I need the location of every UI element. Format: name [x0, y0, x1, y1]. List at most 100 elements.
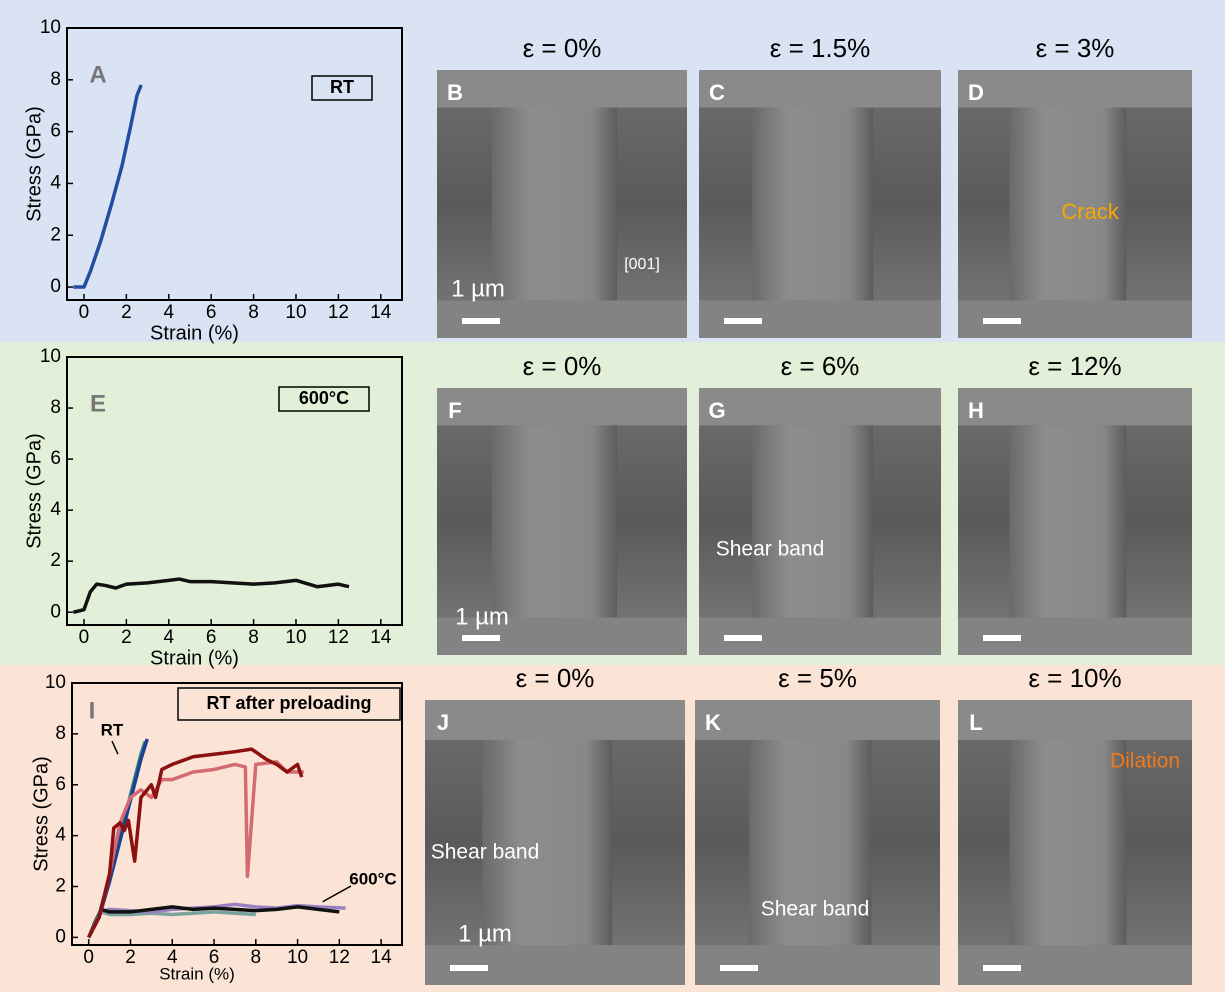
image-letter: K — [705, 710, 721, 735]
image-title: ε = 1.5% — [770, 33, 870, 63]
x-tick-label: 10 — [287, 947, 308, 968]
scale-bar — [983, 318, 1021, 324]
scale-bar — [983, 635, 1021, 641]
x-axis-label: Strain (%) — [150, 647, 239, 669]
x-tick-label: 14 — [371, 947, 393, 968]
x-tick-label: 14 — [370, 302, 392, 323]
y-tick-label: 0 — [55, 926, 66, 947]
annotation: 600°C — [349, 869, 396, 888]
panel-label: E — [90, 390, 106, 417]
image-title: ε = 0% — [523, 351, 602, 381]
image-note: 1 µm — [451, 275, 505, 302]
cap — [695, 700, 940, 740]
cap — [958, 700, 1192, 740]
y-tick-label: 0 — [50, 601, 61, 622]
y-tick-label: 4 — [50, 499, 61, 520]
x-tick-label: 4 — [163, 627, 174, 648]
figure: 0 2 4 6 8 10 12 14 0 2 4 6 8 10 Strain (%) Stress (GPa)… — [0, 0, 1225, 992]
image-note: Dilation — [1110, 750, 1180, 773]
image-letter: C — [709, 80, 725, 105]
cap — [699, 388, 941, 425]
x-tick-label: 6 — [206, 302, 217, 323]
scale-bar — [983, 965, 1021, 971]
cap — [437, 70, 687, 108]
image-title: ε = 10% — [1028, 663, 1121, 693]
image-note: Shear band — [431, 841, 540, 864]
x-tick-label: 0 — [79, 302, 90, 323]
image-title: ε = 0% — [516, 663, 595, 693]
y-axis-label: Stress (GPa) — [23, 106, 45, 222]
y-tick-label: 6 — [50, 448, 61, 469]
image-letter: J — [437, 710, 449, 735]
pillar — [1009, 425, 1126, 617]
y-tick-label: 0 — [50, 276, 61, 297]
y-axis-label: Stress (GPa) — [23, 433, 45, 549]
pillar — [492, 425, 617, 617]
y-tick-label: 8 — [55, 723, 66, 744]
scale-bar — [462, 318, 500, 324]
y-tick-label: 6 — [50, 121, 61, 142]
image-letter: F — [448, 398, 461, 423]
cap — [958, 70, 1192, 108]
pillar — [752, 108, 873, 301]
x-tick-label: 2 — [121, 302, 132, 323]
x-tick-label: 12 — [329, 947, 350, 968]
x-tick-label: 12 — [328, 302, 349, 323]
image-note: Crack — [1061, 199, 1119, 224]
x-tick-label: 8 — [248, 627, 259, 648]
box-label: RT — [330, 77, 354, 97]
x-tick-label: 10 — [285, 627, 306, 648]
y-tick-label: 2 — [50, 224, 61, 245]
x-axis-label: Strain (%) — [159, 964, 235, 983]
y-tick-label: 2 — [50, 550, 61, 571]
x-axis-label: Strain (%) — [150, 322, 239, 344]
pillar — [752, 425, 873, 617]
y-tick-label: 2 — [55, 876, 66, 897]
y-tick-label: 10 — [40, 346, 61, 367]
y-tick-label: 8 — [50, 69, 61, 90]
image-letter: H — [968, 398, 984, 423]
image-note: 1 µm — [455, 603, 509, 630]
scale-bar — [450, 965, 488, 971]
x-tick-label: 8 — [248, 302, 259, 323]
annotation: RT — [101, 720, 124, 739]
image-note: 1 µm — [458, 920, 512, 947]
x-tick-label: 2 — [125, 947, 136, 968]
y-tick-label: 4 — [50, 172, 61, 193]
box-label: RT after preloading — [206, 693, 371, 713]
image-note: Shear band — [761, 898, 870, 921]
cap — [699, 70, 941, 108]
x-tick-label: 0 — [83, 947, 94, 968]
x-tick-label: 4 — [163, 302, 174, 323]
panel-label: I — [89, 697, 96, 724]
scale-bar — [720, 965, 758, 971]
x-tick-label: 8 — [251, 947, 262, 968]
scale-bar — [724, 318, 762, 324]
x-tick-label: 6 — [206, 627, 217, 648]
y-tick-label: 6 — [55, 774, 66, 795]
panel-label: A — [89, 61, 106, 88]
cap — [425, 700, 685, 740]
image-letter: D — [968, 80, 984, 105]
image-title: ε = 3% — [1036, 33, 1115, 63]
cap — [958, 388, 1192, 425]
image-title: ε = 6% — [781, 351, 860, 381]
x-tick-label: 14 — [370, 627, 392, 648]
box-label: 600°C — [299, 388, 349, 408]
y-tick-label: 10 — [45, 672, 66, 693]
y-tick-label: 10 — [40, 17, 61, 38]
x-tick-label: 12 — [328, 627, 349, 648]
image-letter: B — [447, 80, 463, 105]
image-letter: L — [969, 710, 982, 735]
y-tick-label: 4 — [55, 825, 66, 846]
y-axis-label: Stress (GPa) — [30, 756, 52, 872]
image-note: Shear band — [716, 538, 825, 561]
y-tick-label: 8 — [50, 397, 61, 418]
image-title: ε = 0% — [523, 33, 602, 63]
image-note: [001] — [624, 256, 660, 273]
pillar — [492, 108, 617, 301]
x-tick-label: 0 — [79, 627, 90, 648]
cap — [437, 388, 687, 425]
pillar — [1009, 740, 1126, 945]
image-title: ε = 12% — [1028, 351, 1121, 381]
